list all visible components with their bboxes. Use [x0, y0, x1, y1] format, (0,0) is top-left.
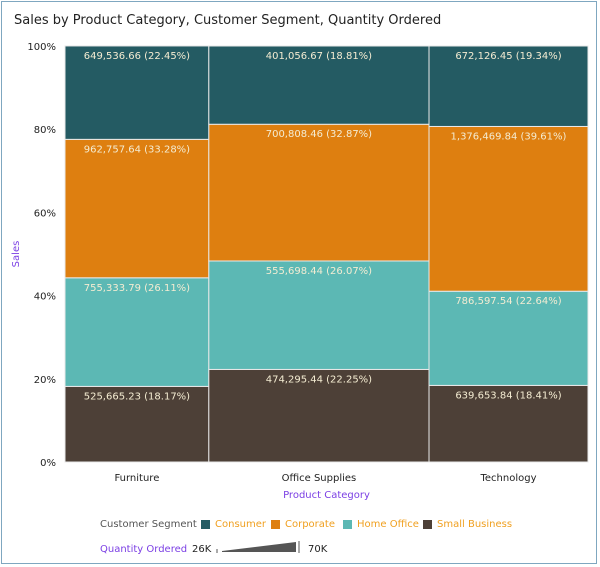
bar-segment	[208, 123, 430, 262]
legend-title: Customer Segment	[100, 519, 197, 530]
data-label: 649,536.66 (22.45%)	[84, 51, 190, 62]
bar-segment	[428, 384, 589, 463]
x-tick-label: Technology	[479, 473, 536, 484]
bar-segment	[208, 368, 430, 463]
data-label: 639,653.84 (18.41%)	[455, 390, 561, 401]
bar-segment	[64, 385, 210, 463]
data-label: 672,126.45 (19.34%)	[455, 51, 561, 62]
bar-segment	[64, 277, 210, 387]
bar-segment	[208, 260, 430, 370]
size-legend-title: Quantity Ordered	[100, 544, 188, 555]
bar-segment	[428, 45, 589, 127]
y-tick-label: 20%	[34, 375, 56, 386]
size-legend-min: 26K	[192, 544, 212, 555]
data-label: 962,757.64 (33.28%)	[84, 144, 190, 155]
x-axis-label: Product Category	[283, 490, 370, 501]
data-label: 401,056.67 (18.81%)	[266, 51, 372, 62]
y-axis-label: Sales	[11, 241, 22, 268]
y-tick-label: 60%	[34, 208, 56, 219]
data-label: 1,376,469.84 (39.61%)	[451, 131, 567, 142]
x-tick-label: Furniture	[114, 473, 159, 484]
legend-item[interactable]: Consumer	[215, 519, 266, 530]
legend-item[interactable]: Home Office	[357, 519, 419, 530]
data-label: 474,295.44 (22.25%)	[266, 374, 372, 385]
y-tick-label: 100%	[27, 42, 56, 53]
data-label: 755,333.79 (26.11%)	[84, 283, 190, 294]
size-legend-max: 70K	[308, 544, 328, 555]
data-label: 700,808.46 (32.87%)	[266, 129, 372, 140]
legend-item[interactable]: Corporate	[285, 519, 335, 530]
chart-title: Sales by Product Category, Customer Segm…	[14, 13, 442, 28]
bar-segment	[428, 125, 589, 292]
y-tick-label: 0%	[40, 458, 56, 469]
y-tick-label: 80%	[34, 125, 56, 136]
legend-swatch	[343, 520, 352, 529]
legend-swatch	[271, 520, 280, 529]
bar-segment	[208, 45, 430, 125]
data-label: 555,698.44 (26.07%)	[266, 266, 372, 277]
bar-segment	[428, 290, 589, 386]
legend-swatch	[201, 520, 210, 529]
legend-swatch	[423, 520, 432, 529]
y-tick-label: 40%	[34, 292, 56, 303]
x-tick-label: Office Supplies	[282, 473, 357, 484]
bar-segment	[64, 138, 210, 279]
legend-item[interactable]: Small Business	[437, 519, 513, 530]
data-label: 786,597.54 (22.64%)	[455, 296, 561, 307]
data-label: 525,665.23 (18.17%)	[84, 391, 190, 402]
